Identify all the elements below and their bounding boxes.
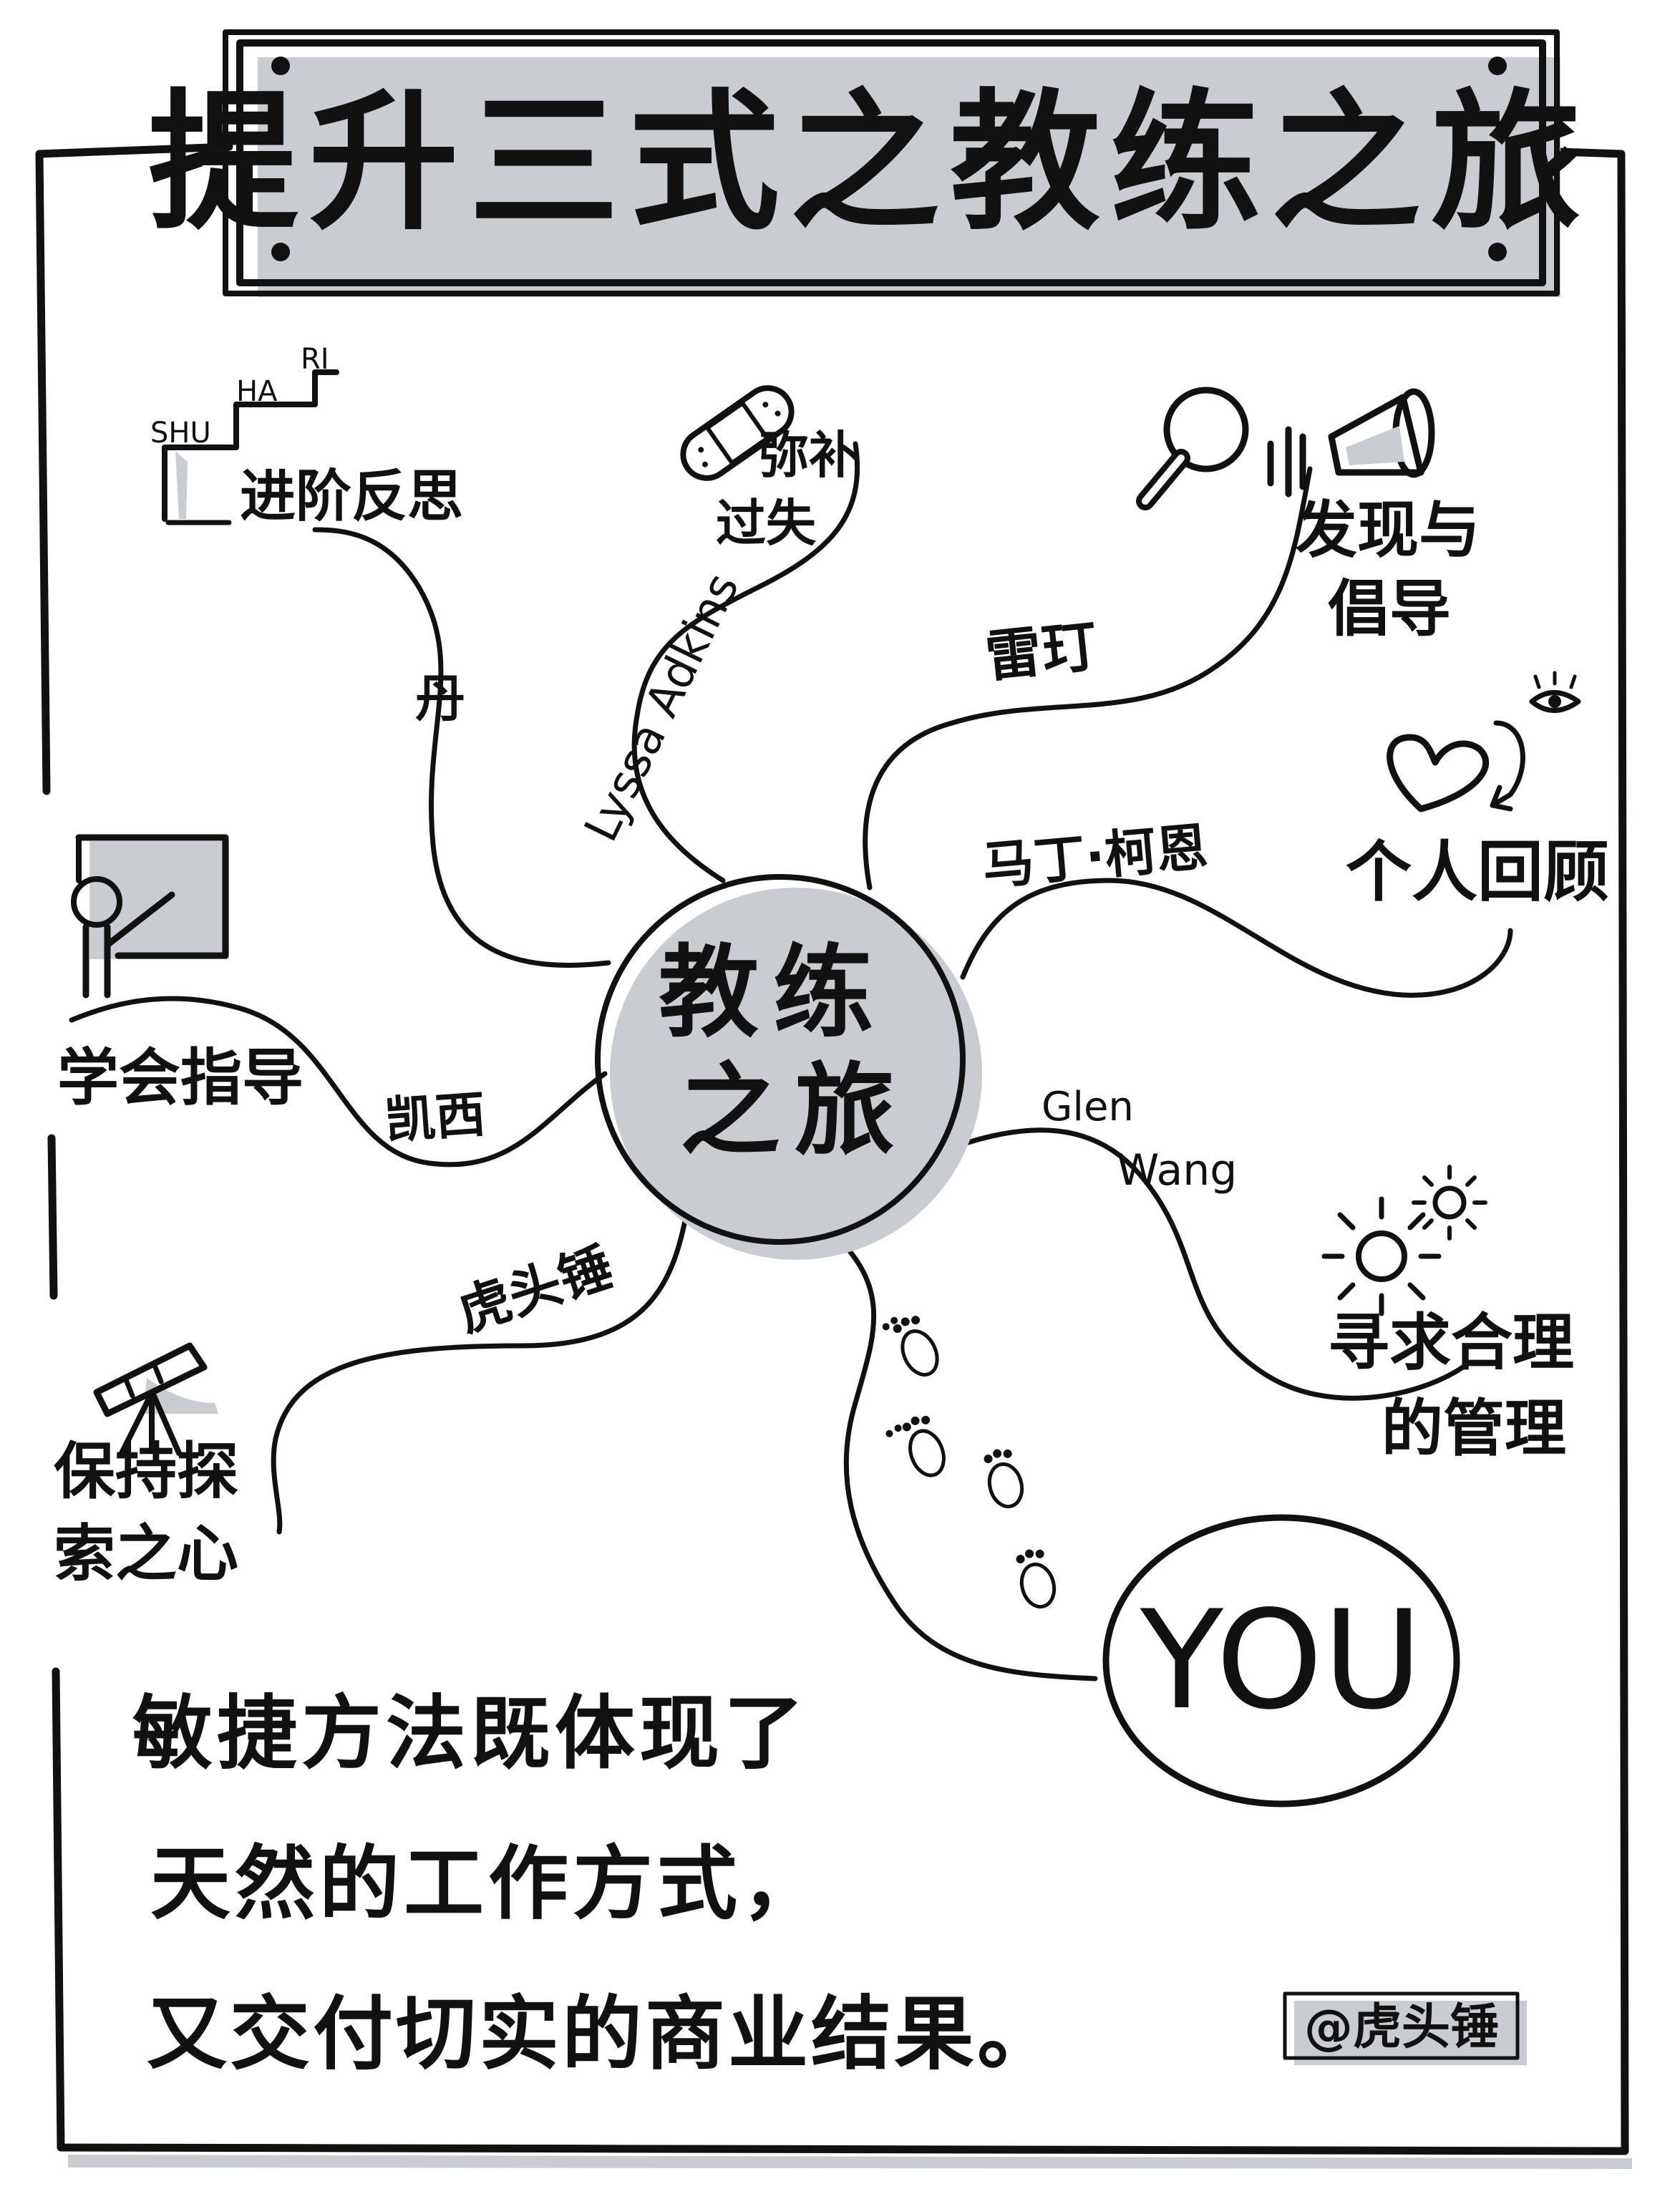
telescope-icon [93,1342,218,1456]
topic-label-hutou-1: 保持探 [54,1436,238,1508]
center-label-line1: 教练 [659,935,888,1052]
center-label-line2: 之旅 [680,1053,909,1170]
outer-frame [35,142,1632,2169]
person-label-glen-1: Glen [1041,1084,1134,1130]
magnifier-megaphone-icon [1136,387,1435,510]
conclusion-line-1: 敏捷方法既体现了 [132,1687,808,1780]
branch-line-you [827,1228,1098,1681]
teacher-board-icon [71,834,229,999]
person-label-dan: 丹 [415,669,465,728]
person-label-hutou: 虎头锤 [450,1236,621,1344]
footprints-icon [882,1316,1057,1609]
person-label-kaixi: 凯西 [383,1084,487,1150]
topic-label-shuhari: 进阶反思 [240,465,463,529]
topic-label-leiting-1: 发现与 [1296,495,1480,566]
heart-eye-icon [1387,671,1581,812]
signature-text: @虎头锤 [1304,1999,1499,2056]
branch-line-hutou [271,1207,690,1535]
person-label-marcus: 马丁·柯恩 [980,817,1210,896]
topic-labels: 进阶反思 弥补 过失 发现与 倡导 个人回顾 学会指导 寻求合理 的管理 保持探… [54,426,1609,1590]
branch-lines [69,441,1513,1681]
branch-line-kaixi [69,996,608,1168]
branch-line-glen [956,1127,1470,1401]
branch-line-shuhari [312,527,611,968]
conclusion-line-3: 又交付切实的商业结果。 [147,1988,1060,2081]
title-box: 提升三式之教练之旅 [148,29,1591,297]
stairs-icon: SHU HA RI [150,343,339,525]
you-label: YOU [1140,1581,1422,1739]
branch-line-marcus [960,878,1513,998]
topic-label-leiting-2: 倡导 [1328,573,1451,645]
page-title: 提升三式之教练之旅 [148,75,1591,251]
person-label-glen-2: Wang [1117,1145,1237,1195]
stairs-label-ha: HA [236,375,278,408]
person-label-leiting: 雷玎 [983,614,1101,690]
stairs-label-shu: SHU [150,417,211,450]
center-node: 教练 之旅 [595,874,982,1260]
conclusion-block: 敏捷方法既体现了 天然的工作方式， 又交付切实的商业结果。 [132,1687,1060,2081]
you-node: YOU [1102,1514,1460,1807]
bandage-icon [680,385,795,481]
topic-label-marcus: 个人回顾 [1346,834,1609,911]
stairs-label-ri: RI [301,343,329,376]
topic-label-glen-1: 寻求合理 [1328,1307,1574,1379]
topic-label-lyssa-2: 过失 [716,494,817,553]
signature: @虎头锤 [1283,1991,1527,2065]
sun-icon [1321,1165,1487,1316]
topic-label-kaixi: 学会指导 [57,1042,304,1114]
topic-label-glen-2: 的管理 [1382,1393,1566,1465]
branch-line-lyssa [631,441,860,883]
conclusion-line-2: 天然的工作方式， [150,1838,826,1931]
topic-label-hutou-2: 索之心 [54,1518,238,1590]
person-label-lyssa: Lyssa Adkins [575,566,749,850]
branch-line-leiting [863,466,1313,890]
